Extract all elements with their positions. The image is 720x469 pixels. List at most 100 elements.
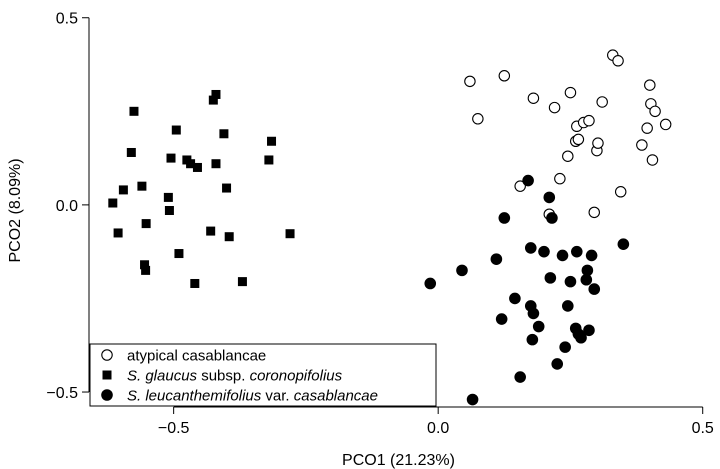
data-point	[464, 75, 476, 88]
data-point	[617, 238, 630, 250]
data-point	[472, 113, 484, 125]
data-point	[544, 272, 557, 284]
data-point	[532, 320, 545, 333]
y-tick-label: 0.0	[56, 198, 78, 215]
x-tick-label: 0.5	[692, 420, 714, 437]
y-tick-label: 0.5	[56, 11, 78, 28]
data-point	[649, 105, 661, 118]
data-point	[206, 226, 216, 236]
data-point	[659, 118, 672, 131]
data-point	[108, 198, 118, 208]
data-point	[612, 55, 624, 67]
legend-entry: S. leucanthemifolius var. casablancae	[127, 388, 378, 405]
data-point	[211, 89, 221, 99]
data-point	[570, 245, 583, 258]
data-point	[190, 278, 200, 288]
data-point	[556, 249, 569, 262]
data-point	[564, 275, 577, 288]
data-point	[526, 333, 539, 346]
data-point	[524, 242, 537, 254]
data-point	[237, 277, 247, 287]
data-point	[644, 79, 656, 91]
data-point	[285, 229, 295, 239]
data-point	[572, 133, 585, 146]
data-point	[219, 129, 229, 139]
data-point	[581, 264, 594, 277]
x-tick-label: −0.5	[158, 420, 190, 437]
data-point	[424, 277, 437, 290]
legend-marker	[101, 349, 113, 361]
data-point	[509, 292, 521, 305]
data-point	[174, 249, 184, 259]
data-point	[171, 125, 181, 135]
data-point	[192, 162, 202, 172]
data-point	[514, 371, 526, 383]
legend-marker	[101, 389, 113, 401]
data-point	[113, 228, 123, 238]
data-point	[554, 172, 566, 185]
legend-text-part: var.	[261, 388, 294, 405]
data-point	[211, 159, 221, 169]
data-point	[538, 245, 550, 258]
data-point	[208, 95, 218, 105]
data-point	[126, 147, 136, 157]
data-point	[562, 150, 574, 162]
data-point	[636, 139, 648, 151]
data-point	[561, 300, 574, 312]
data-point	[498, 70, 511, 82]
legend-entry: atypical casablancae	[127, 348, 266, 365]
data-point	[498, 212, 511, 224]
data-point	[137, 181, 147, 191]
data-point	[514, 180, 526, 192]
legend-marker	[102, 370, 112, 380]
data-point	[224, 232, 234, 242]
data-point	[129, 106, 139, 116]
data-point	[222, 183, 232, 193]
data-point	[527, 307, 540, 320]
data-point	[559, 341, 571, 353]
legend-text-part: S. leucanthemifolius	[127, 388, 262, 405]
data-point	[466, 393, 479, 406]
legend-entry: S. glaucus subsp. coronopifolius	[127, 368, 343, 385]
data-point	[588, 206, 601, 219]
data-point	[141, 219, 151, 229]
data-point	[140, 260, 150, 270]
data-point	[495, 313, 508, 325]
data-point	[490, 253, 503, 265]
data-point	[264, 155, 274, 165]
data-point	[546, 212, 558, 224]
data-point	[646, 154, 659, 166]
legend-text-part: subsp.	[197, 368, 250, 385]
legend-box	[89, 343, 437, 407]
y-tick-label: −0.5	[46, 385, 78, 402]
legend-text-part: atypical casablancae	[127, 348, 266, 365]
data-point	[164, 206, 174, 215]
data-point	[166, 153, 176, 163]
legend-text-part: casablancae	[294, 388, 378, 405]
axes: −0.5 0.0 0.5 −0.5 0.0 0.5	[46, 11, 714, 437]
data-point	[585, 249, 598, 262]
data-point	[575, 331, 587, 344]
series-3	[424, 174, 630, 406]
data-point	[548, 101, 561, 114]
data-point	[141, 265, 151, 275]
data-point	[641, 122, 653, 134]
x-tick-label: 0.0	[427, 420, 449, 437]
series-2	[108, 89, 295, 288]
data-point	[583, 114, 595, 127]
legend-text-part: coronopifolius	[250, 368, 343, 385]
legend: atypical casablancae S. glaucus subsp. co…	[89, 343, 437, 407]
data-point	[267, 136, 277, 146]
data-point	[614, 186, 627, 198]
data-point	[588, 283, 601, 295]
data-point	[580, 273, 593, 286]
data-point	[596, 96, 608, 108]
data-point	[118, 185, 128, 195]
legend-text-part: S. glaucus	[127, 368, 198, 385]
data-point	[564, 86, 577, 99]
data-point	[163, 192, 173, 202]
data-point	[592, 137, 604, 149]
x-axis-title: PCO1 (21.23%)	[342, 452, 455, 469]
data-point	[551, 358, 564, 370]
